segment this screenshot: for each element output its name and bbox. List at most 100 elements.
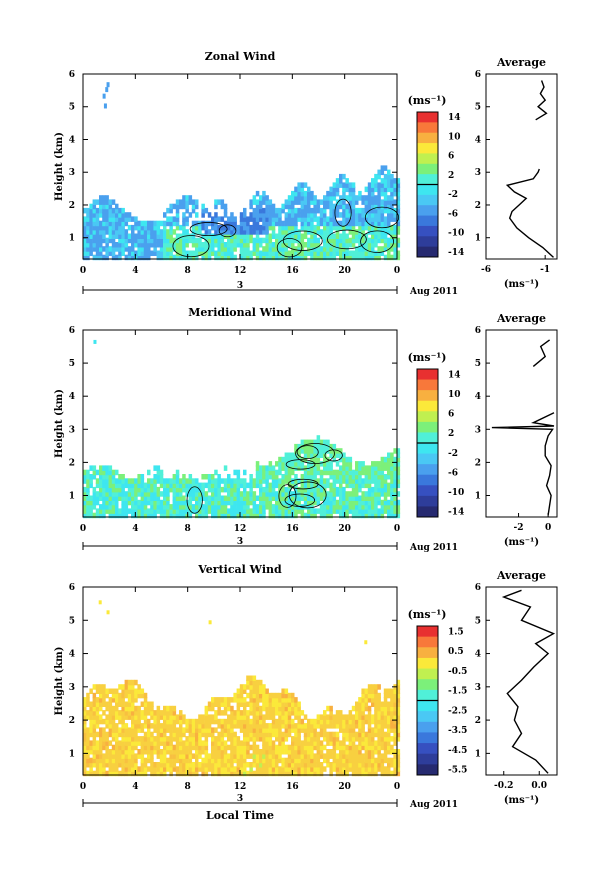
y-tick-label: 6 [69,583,75,593]
heatmap-cell [252,688,257,694]
heatmap-cell [300,710,305,716]
heatmap-cell [166,740,170,746]
heatmap-cell [153,499,157,506]
heatmap-cell [220,731,225,738]
heatmap-cell [271,762,276,768]
heatmap-cell [287,701,292,707]
heatmap-cell [153,736,157,742]
heatmap-cell [105,237,109,244]
heatmap-cell [313,250,317,256]
heatmap-cell [278,207,282,214]
heatmap-cell [342,508,346,514]
heatmap-cell [275,753,279,759]
heatmap-cell [243,220,247,227]
heatmap-cell [345,203,349,210]
heatmap-cell [271,478,276,484]
heatmap-cell [223,757,228,764]
heatmap-cell [195,495,199,501]
heatmap-cell [204,718,209,725]
heatmap-cell [383,220,388,227]
contour-line [288,481,327,509]
heatmap-cell [300,250,305,256]
heatmap-cell [310,443,314,450]
heatmap-cell [323,212,327,218]
colorbar-title: (ms⁻¹) [408,351,447,364]
heatmap-cell [294,250,298,256]
heatmap-cell [230,749,234,755]
heatmap-cell [99,233,103,239]
heatmap-cell [345,482,349,489]
heatmap-cell [284,237,289,244]
heatmap-cell [118,207,122,214]
heatmap-cell [300,182,305,188]
heatmap-cell [121,692,125,699]
heatmap-cell [355,254,359,261]
heatmap-cell [182,495,186,501]
heatmap-cell [147,469,151,476]
heatmap-cell [147,718,151,725]
colorbar-swatch [417,647,438,659]
colorbar-swatch [417,184,438,196]
heatmap-cell [220,508,225,514]
heatmap-cell [143,508,148,514]
heatmap-cell [99,237,103,244]
heatmap-cell [143,710,148,716]
heatmap-cell [185,216,189,222]
heatmap-cell [390,195,394,201]
heatmap-cell [111,762,116,768]
heatmap-cell [300,207,305,214]
heatmap-cell [86,224,90,231]
heatmap-cell [169,486,173,493]
heatmap-cell [335,233,340,239]
heatmap-cell [396,186,401,193]
heatmap-cell [310,465,314,471]
heatmap-cell [358,242,362,248]
heatmap-cell [185,237,189,244]
heatmap-cell [185,229,189,235]
heatmap-cell [326,224,330,231]
heatmap-cell [348,242,353,248]
heatmap-cell [249,250,253,256]
heatmap-cell [291,491,295,497]
heatmap-cell [150,770,154,777]
heatmap-cell [249,762,253,768]
heatmap-cell [159,753,164,759]
heatmap-cell [188,731,193,738]
heatmap-cell [396,736,401,742]
heatmap-cell [383,482,388,489]
heatmap-cell [124,705,129,712]
heatmap-cell [115,770,119,777]
heatmap-cell [143,757,148,764]
heatmap-cell [355,766,359,772]
heatmap-cell [284,478,289,484]
heatmap-cell [137,766,141,772]
heatmap-cell [127,237,132,244]
heatmap-cell [249,731,253,738]
heatmap-cell [355,770,359,777]
heatmap-cell [147,757,151,764]
heatmap-cell [83,508,87,514]
heatmap-cell [255,705,260,712]
heatmap-cell [246,714,250,720]
heatmap-cell [387,186,391,193]
heatmap-cell [99,762,103,768]
heatmap-cell [281,220,285,227]
heatmap-cell [204,770,209,777]
heatmap-cell [396,766,401,772]
heatmap-cell [351,250,356,256]
heatmap-cell [271,740,276,746]
heatmap-cell [361,491,365,497]
heatmap-cell [387,456,391,463]
heatmap-cell [108,224,113,231]
heatmap-cell [95,482,100,489]
heatmap-cell [179,242,183,248]
heatmap-cell [233,499,237,506]
heatmap-cell [147,736,151,742]
profile-y-tick-label: 5 [475,359,481,369]
heatmap-cell [185,491,189,497]
heatmap-cell [265,749,269,755]
heatmap-cell [246,718,250,725]
heatmap-cell [255,242,260,248]
heatmap-cell [105,246,109,252]
heatmap-cell [243,512,247,519]
